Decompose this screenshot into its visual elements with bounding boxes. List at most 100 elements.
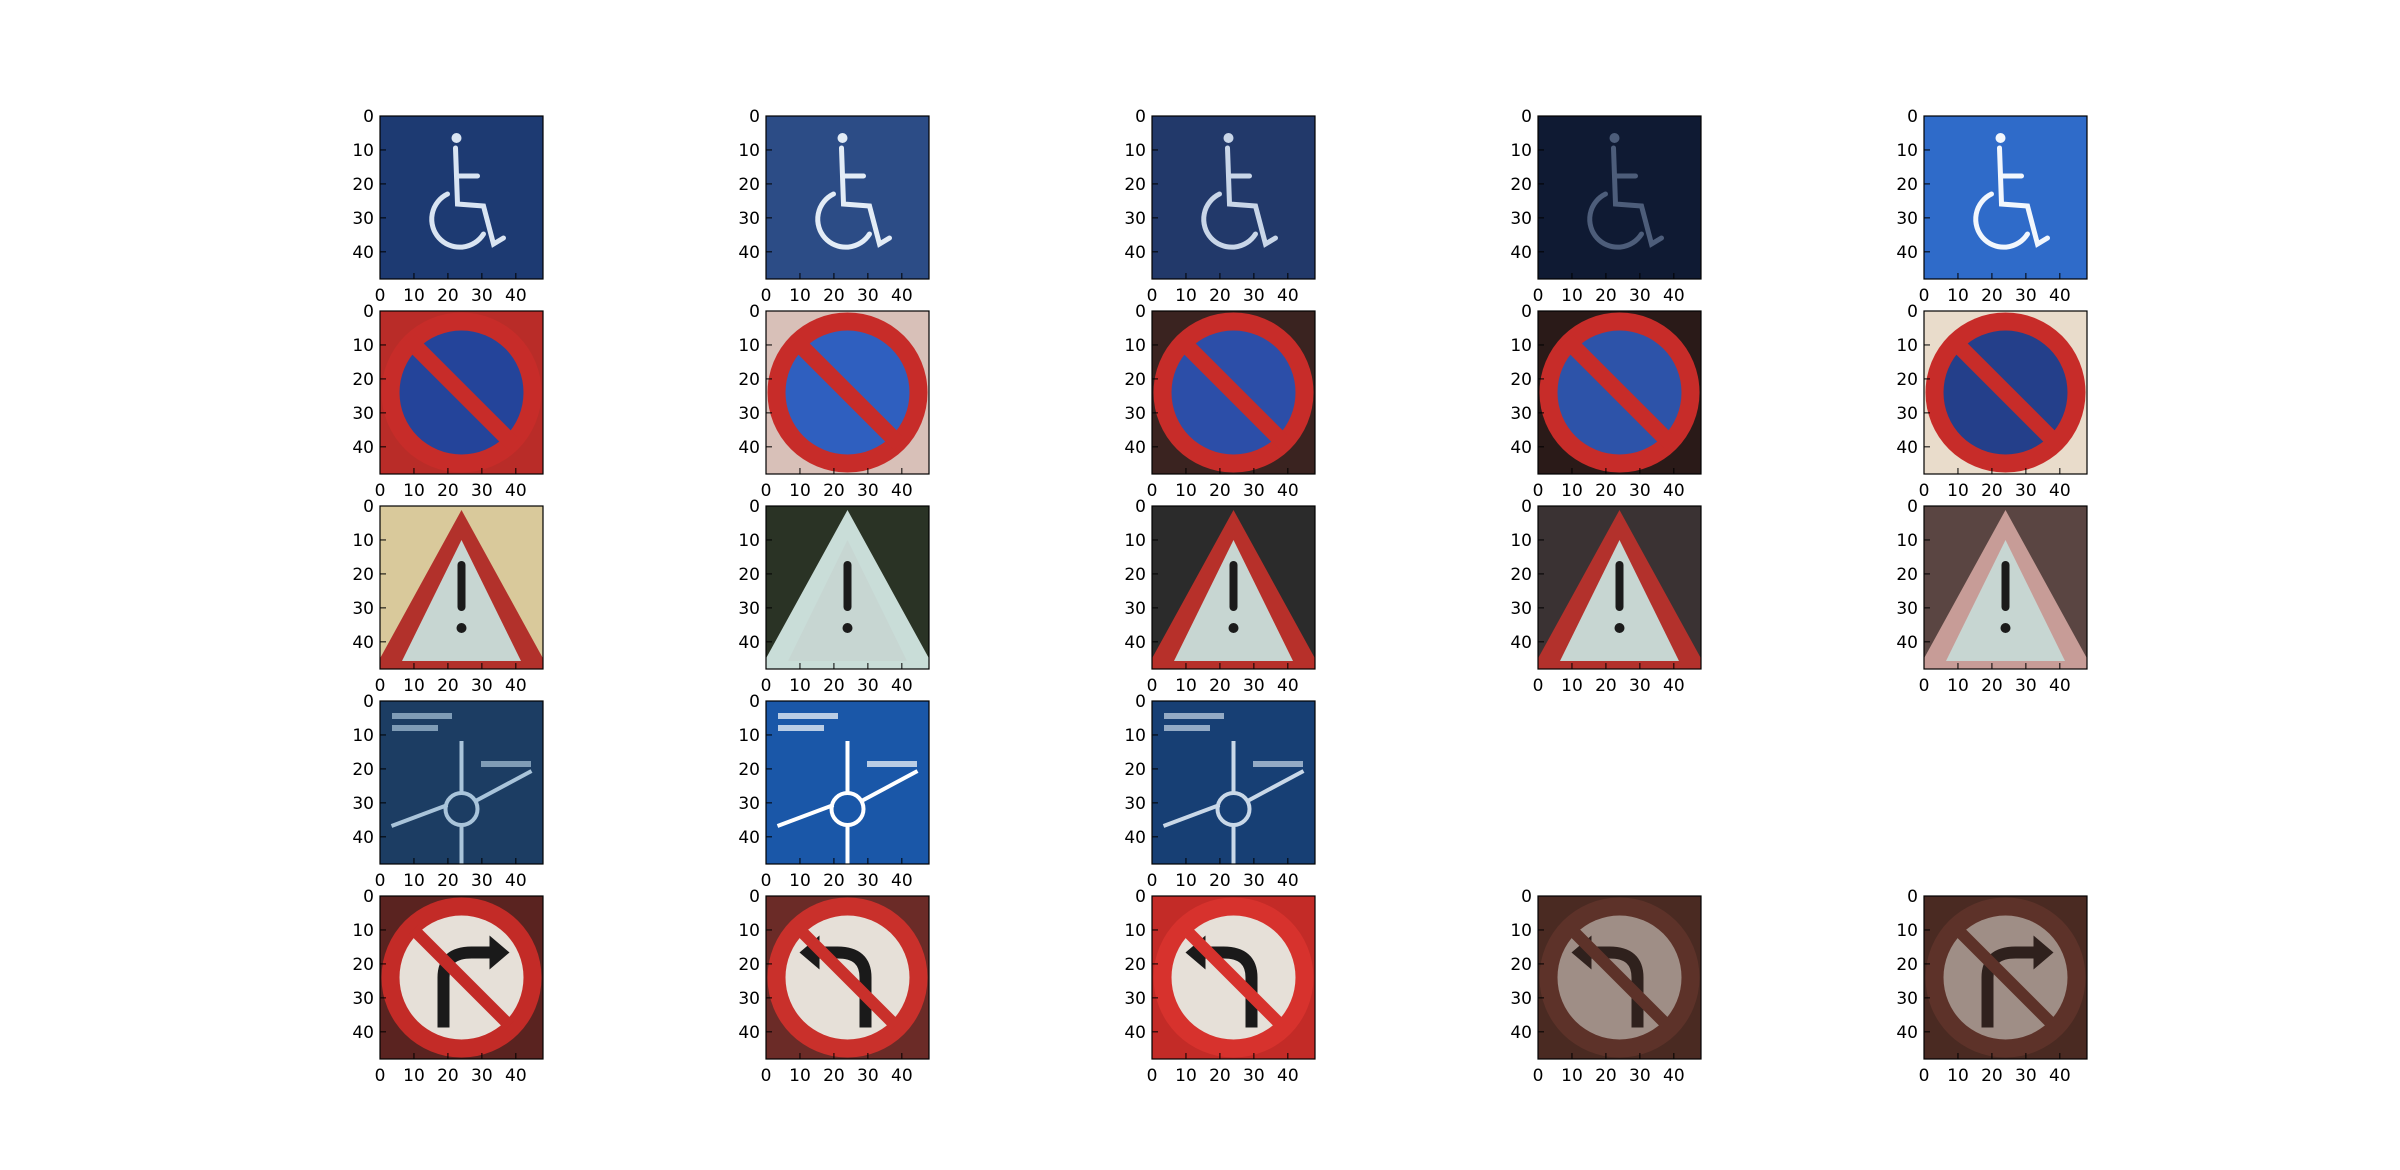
x-tick-label: 40 xyxy=(1277,481,1299,501)
y-tick-label: 40 xyxy=(1124,438,1146,458)
axes-frame xyxy=(765,505,930,670)
x-tick-label: 0 xyxy=(375,481,386,501)
no-turn-sign xyxy=(1539,897,1700,1058)
x-tick-label: 30 xyxy=(1629,286,1651,306)
y-tick-label: 30 xyxy=(1896,209,1918,229)
x-tick-label: 30 xyxy=(2015,676,2037,696)
x-tick-label: 40 xyxy=(1663,676,1685,696)
warning-triangle-sign xyxy=(1152,510,1315,669)
y-tick-label: 10 xyxy=(1124,531,1146,551)
x-tick-label: 40 xyxy=(1277,1066,1299,1086)
y-tick-label: 30 xyxy=(738,404,760,424)
y-tick-label: 30 xyxy=(1510,404,1532,424)
image-panel: 0 10 20 30 40 0 10 20 30 40 xyxy=(1510,107,1702,306)
axes-frame xyxy=(1151,310,1316,475)
y-tick-label: 30 xyxy=(738,794,760,814)
image-panel: 0 10 20 30 40 0 10 20 30 40 xyxy=(1124,107,1316,306)
x-tick-label: 20 xyxy=(1595,676,1617,696)
y-tick-label: 10 xyxy=(1510,921,1532,941)
image-panel: 0 10 20 30 40 0 10 20 30 40 xyxy=(738,302,930,501)
y-tick-label: 40 xyxy=(352,828,374,848)
y-tick-label: 40 xyxy=(1124,1023,1146,1043)
y-tick-label: 10 xyxy=(738,921,760,941)
y-tick-label: 40 xyxy=(1896,1023,1918,1043)
axes-frame xyxy=(379,700,544,865)
image-panel: 0 10 20 30 40 0 10 20 30 40 xyxy=(1896,107,2088,306)
y-tick-label: 20 xyxy=(1510,370,1532,390)
x-tick-label: 0 xyxy=(761,1066,772,1086)
y-tick-label: 40 xyxy=(352,438,374,458)
x-tick-label: 40 xyxy=(505,286,527,306)
x-tick-label: 0 xyxy=(375,286,386,306)
no-parking-sign xyxy=(767,312,928,473)
x-tick-label: 0 xyxy=(1147,1066,1158,1086)
y-tick-label: 40 xyxy=(1896,633,1918,653)
y-tick-label: 40 xyxy=(1124,828,1146,848)
y-tick-label: 0 xyxy=(363,887,374,907)
x-tick-label: 10 xyxy=(1947,481,1969,501)
x-tick-label: 40 xyxy=(505,676,527,696)
y-tick-label: 30 xyxy=(738,989,760,1009)
axes-frame xyxy=(1537,115,1702,280)
x-tick-label: 20 xyxy=(437,676,459,696)
x-tick-label: 0 xyxy=(1919,286,1930,306)
x-tick-label: 0 xyxy=(375,676,386,696)
y-tick-label: 20 xyxy=(1124,955,1146,975)
x-tick-label: 10 xyxy=(1175,871,1197,891)
y-tick-label: 0 xyxy=(1521,497,1532,517)
image-panel: 0 10 20 30 40 0 10 20 30 40 xyxy=(352,497,544,696)
y-tick-label: 30 xyxy=(352,599,374,619)
y-tick-label: 10 xyxy=(1896,531,1918,551)
x-tick-label: 40 xyxy=(891,871,913,891)
image-panel: 0 10 20 30 40 0 10 20 30 40 xyxy=(1896,302,2088,501)
axes-frame xyxy=(1923,505,2088,670)
image-panel: 0 10 20 30 40 0 10 20 30 40 xyxy=(1510,497,1702,696)
x-tick-label: 10 xyxy=(403,286,425,306)
axes-frame xyxy=(1537,310,1702,475)
y-tick-label: 30 xyxy=(1124,989,1146,1009)
y-tick-label: 0 xyxy=(1135,887,1146,907)
y-tick-label: 0 xyxy=(1521,107,1532,127)
x-tick-label: 0 xyxy=(1919,676,1930,696)
x-tick-label: 30 xyxy=(1629,1066,1651,1086)
x-tick-label: 20 xyxy=(823,676,845,696)
x-tick-label: 20 xyxy=(1595,286,1617,306)
image-panel: 0 10 20 30 40 0 10 20 30 40 xyxy=(1510,887,1702,1086)
x-tick-label: 20 xyxy=(823,286,845,306)
no-turn-sign xyxy=(1925,897,2086,1058)
x-tick-label: 0 xyxy=(761,286,772,306)
axes-frame xyxy=(379,505,544,670)
x-tick-label: 0 xyxy=(1533,676,1544,696)
y-tick-label: 30 xyxy=(1896,404,1918,424)
y-tick-label: 20 xyxy=(1896,565,1918,585)
axes-frame xyxy=(765,115,930,280)
y-tick-label: 0 xyxy=(749,692,760,712)
y-tick-label: 40 xyxy=(738,633,760,653)
x-tick-label: 0 xyxy=(1533,286,1544,306)
no-turn-sign xyxy=(1153,897,1314,1058)
image-panel: 0 10 20 30 40 0 10 20 30 40 xyxy=(1124,302,1316,501)
no-turn-sign xyxy=(767,897,928,1058)
y-tick-label: 30 xyxy=(1896,989,1918,1009)
x-tick-label: 10 xyxy=(1561,676,1583,696)
y-tick-label: 10 xyxy=(352,336,374,356)
y-tick-label: 20 xyxy=(1124,760,1146,780)
panel-background xyxy=(380,116,543,279)
x-tick-label: 30 xyxy=(857,1066,879,1086)
y-tick-label: 30 xyxy=(352,794,374,814)
x-tick-label: 30 xyxy=(1243,676,1265,696)
y-tick-label: 10 xyxy=(1896,336,1918,356)
x-tick-label: 40 xyxy=(2049,1066,2071,1086)
x-tick-label: 0 xyxy=(1147,481,1158,501)
x-tick-label: 30 xyxy=(471,676,493,696)
y-tick-label: 30 xyxy=(352,404,374,424)
y-tick-label: 0 xyxy=(1907,887,1918,907)
axes-frame xyxy=(379,895,544,1060)
y-tick-label: 10 xyxy=(738,726,760,746)
y-tick-label: 40 xyxy=(352,243,374,263)
x-tick-label: 40 xyxy=(891,481,913,501)
y-tick-label: 30 xyxy=(352,209,374,229)
y-tick-label: 20 xyxy=(1510,565,1532,585)
image-panel: 0 10 20 30 40 0 10 20 30 40 xyxy=(352,302,544,501)
y-tick-label: 30 xyxy=(352,989,374,1009)
